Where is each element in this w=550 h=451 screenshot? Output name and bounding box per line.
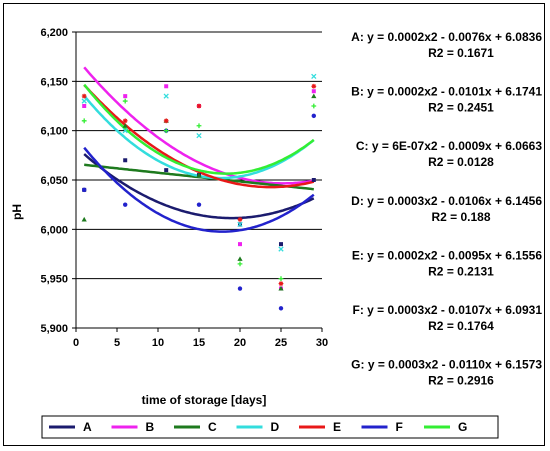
trend-r2-d: R2 = 0.188 xyxy=(431,210,490,224)
legend-label-b: B xyxy=(146,420,155,434)
x-tick-label: 0 xyxy=(73,337,79,349)
data-point-g xyxy=(278,276,284,282)
y-tick-label: 6,050 xyxy=(40,175,68,187)
data-point-b xyxy=(311,89,316,94)
trendline-b xyxy=(83,66,314,185)
grid-lines xyxy=(76,31,322,280)
trend-equation-g: G: y = 0.0003x2 - 0.0110x + 6.1573 xyxy=(351,358,542,372)
data-point-c xyxy=(278,285,284,291)
data-point-a xyxy=(311,178,316,182)
trend-r2-f: R2 = 0.1764 xyxy=(428,319,494,333)
chart-svg: 5,900 5,950 6,000 6,050 6,100 6,150 6,200 0 5 10 1… xyxy=(10,27,542,439)
trendline-g xyxy=(83,83,315,175)
legend-box xyxy=(41,415,499,439)
trend-equation-b: B: y = 0.0002x2 - 0.0101x + 6.1741 xyxy=(351,85,542,99)
x-tick-label: 30 xyxy=(316,337,328,349)
data-point-d xyxy=(237,221,243,228)
data-point-f xyxy=(311,113,316,119)
y-axis-label: pH xyxy=(10,204,24,220)
trend-equation-a: A: y = 0.0002x2 - 0.0076x + 6.0836 xyxy=(351,30,542,44)
trend-equation-e: E: y = 0.0002x2 - 0.0095x + 6.1556 xyxy=(352,248,542,262)
data-point-g xyxy=(311,103,317,109)
data-point-a xyxy=(164,168,169,173)
x-tick-label: 15 xyxy=(193,337,205,349)
legend-label-g: G xyxy=(458,420,467,434)
y-tick-label: 6,150 xyxy=(40,76,68,88)
trend-r2-g: R2 = 0.2916 xyxy=(428,374,494,388)
data-point-g xyxy=(122,98,128,104)
trendline-f xyxy=(83,146,315,233)
trend-equation-f: F: y = 0.0003x2 - 0.0107x + 6.0931 xyxy=(353,303,543,317)
data-point-e xyxy=(278,281,284,286)
trend-equation-c: C: y = 6E-07x2 - 0.0009x + 6.0663 xyxy=(356,139,542,153)
data-point-d xyxy=(122,128,128,134)
data-point-c xyxy=(81,216,87,222)
x-tick-label: 5 xyxy=(114,337,120,349)
trend-lines xyxy=(83,66,315,233)
data-point-c xyxy=(237,256,243,261)
data-point-g xyxy=(81,118,87,124)
data-point-c xyxy=(122,123,128,128)
data-point-e xyxy=(163,118,169,124)
trend-equation-d: D: y = 0.0003x2 - 0.0106x + 6.1456 xyxy=(351,194,542,208)
data-point-d xyxy=(278,246,284,252)
data-point-a xyxy=(123,158,128,163)
data-point-b xyxy=(82,104,87,108)
trend-r2-a: R2 = 0.1671 xyxy=(428,46,494,60)
y-tick-label: 6,000 xyxy=(40,224,68,236)
data-point-e xyxy=(311,83,317,89)
data-point-c xyxy=(196,172,202,178)
x-tick-label: 10 xyxy=(152,337,164,349)
trend-r2-b: R2 = 0.2451 xyxy=(428,101,494,115)
legend: A B C D E F G xyxy=(41,415,499,439)
chart-frame: 5,900 5,950 6,000 6,050 6,100 6,150 6,200 0 5 10 1… xyxy=(3,3,545,446)
data-point-g xyxy=(237,261,243,267)
legend-label-c: C xyxy=(208,420,217,434)
data-point-g xyxy=(196,123,202,129)
legend-label-f: F xyxy=(396,420,403,434)
data-point-d xyxy=(163,93,169,99)
data-point-g xyxy=(163,128,169,134)
data-point-b xyxy=(123,94,128,99)
data-point-e xyxy=(237,217,243,222)
data-point-f xyxy=(237,286,243,291)
x-tick-label: 20 xyxy=(234,337,246,349)
data-point-d xyxy=(311,73,317,80)
data-markers xyxy=(81,73,317,311)
y-tick-label: 5,950 xyxy=(40,274,68,286)
y-tick-label: 6,200 xyxy=(40,27,68,39)
trendline-a xyxy=(83,153,315,220)
legend-label-d: D xyxy=(271,420,280,434)
legend-label-e: E xyxy=(333,420,341,434)
x-tick-label: 25 xyxy=(275,337,287,349)
data-point-c xyxy=(311,93,317,99)
y-tick-label: 6,100 xyxy=(40,126,68,138)
data-point-b xyxy=(238,242,242,247)
y-tick-label: 5,900 xyxy=(40,323,68,335)
legend-label-a: A xyxy=(83,420,92,434)
data-point-e xyxy=(122,118,128,124)
data-point-d xyxy=(196,132,202,139)
trendline-equations: A: y = 0.0002x2 - 0.0076x + 6.0836 R2 = 0… xyxy=(351,30,542,388)
data-point-f xyxy=(278,306,284,311)
trendline-e xyxy=(83,84,315,189)
data-point-d xyxy=(81,98,87,104)
x-axis-label: time of storage [days] xyxy=(142,393,267,407)
data-point-f xyxy=(123,202,128,207)
trend-r2-e: R2 = 0.2131 xyxy=(428,264,494,278)
data-point-f xyxy=(196,202,202,207)
trend-r2-c: R2 = 0.0128 xyxy=(428,155,494,169)
data-point-e xyxy=(196,103,202,109)
data-point-a xyxy=(279,242,283,247)
axes: 5,900 5,950 6,000 6,050 6,100 6,150 6,200 0 5 10 1… xyxy=(40,27,328,349)
data-point-e xyxy=(81,93,87,99)
data-point-b xyxy=(164,84,169,89)
data-point-f xyxy=(82,187,87,193)
